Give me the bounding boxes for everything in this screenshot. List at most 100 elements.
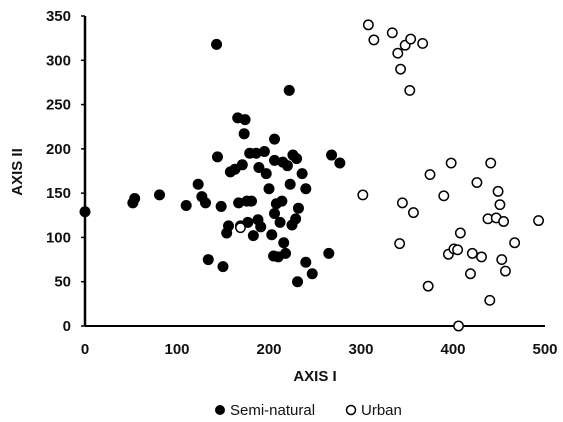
point-semi-natural <box>300 183 312 195</box>
y-tick-label: 250 <box>46 97 71 114</box>
point-semi-natural <box>239 114 251 126</box>
point-semi-natural <box>250 147 262 159</box>
point-urban <box>445 157 457 169</box>
point-semi-natural <box>292 202 304 214</box>
point-semi-natural <box>180 200 192 212</box>
point-semi-natural <box>278 237 290 249</box>
point-semi-natural <box>284 178 296 190</box>
y-tick-label: 0 <box>63 318 71 335</box>
point-urban <box>386 27 398 39</box>
point-semi-natural <box>306 268 318 280</box>
data-points <box>79 19 545 332</box>
y-tick-label: 50 <box>54 274 71 291</box>
point-urban <box>466 247 478 259</box>
point-semi-natural <box>296 168 308 180</box>
y-tick-label: 150 <box>46 185 71 202</box>
point-urban <box>235 222 246 234</box>
point-urban <box>496 254 508 266</box>
point-urban <box>454 227 466 239</box>
point-semi-natural <box>291 153 303 165</box>
point-semi-natural <box>276 195 288 207</box>
point-semi-natural <box>269 154 281 166</box>
legend-marker-urban <box>345 404 357 416</box>
point-semi-natural <box>215 200 227 212</box>
point-semi-natural <box>260 168 272 180</box>
point-semi-natural <box>323 247 335 259</box>
point-semi-natural <box>334 157 346 169</box>
point-semi-natural <box>253 161 265 173</box>
point-urban <box>404 84 416 96</box>
point-semi-natural <box>246 195 258 207</box>
x-axis-title: AXIS I <box>293 368 336 385</box>
x-tick-label: 500 <box>532 341 557 358</box>
point-urban <box>396 197 408 209</box>
point-semi-natural <box>280 247 292 259</box>
point-semi-natural <box>263 183 275 195</box>
point-urban <box>499 265 511 277</box>
point-urban <box>453 320 464 332</box>
x-tick-label: 300 <box>348 341 373 358</box>
point-urban <box>485 157 497 169</box>
point-urban <box>424 169 436 180</box>
x-tick-label: 200 <box>256 341 281 358</box>
point-semi-natural <box>326 149 338 161</box>
point-semi-natural <box>211 151 223 163</box>
legend-label-semi-natural: Semi-natural <box>230 402 315 419</box>
point-urban <box>407 207 419 219</box>
point-semi-natural <box>283 84 295 96</box>
point-semi-natural <box>233 197 245 209</box>
point-urban <box>405 33 417 45</box>
point-urban <box>509 237 521 249</box>
point-semi-natural <box>292 276 304 288</box>
point-semi-natural <box>79 206 91 218</box>
point-urban <box>422 280 434 292</box>
point-semi-natural <box>211 38 223 50</box>
point-urban <box>394 238 406 250</box>
point-urban <box>357 189 369 201</box>
point-semi-natural <box>255 221 267 233</box>
point-urban <box>494 199 506 211</box>
point-semi-natural <box>269 133 281 145</box>
point-semi-natural <box>269 208 281 220</box>
point-urban <box>392 47 404 59</box>
point-urban <box>533 215 545 227</box>
y-tick-label: 300 <box>46 52 71 69</box>
point-semi-natural <box>217 261 229 273</box>
point-urban <box>471 177 483 188</box>
point-semi-natural <box>238 128 250 140</box>
legend-label-urban: Urban <box>361 402 402 419</box>
point-urban <box>484 294 496 306</box>
y-tick-label: 100 <box>46 229 71 246</box>
point-semi-natural <box>202 254 214 266</box>
point-semi-natural <box>290 213 302 225</box>
point-semi-natural <box>281 160 293 172</box>
point-semi-natural <box>300 256 312 268</box>
point-urban <box>498 216 510 227</box>
x-tick-label: 0 <box>81 341 89 358</box>
point-urban <box>395 63 407 75</box>
point-urban <box>465 268 476 280</box>
point-semi-natural <box>223 220 235 232</box>
point-semi-natural <box>258 146 270 158</box>
legend: Semi-natural Urban <box>215 402 402 419</box>
point-semi-natural <box>129 192 141 204</box>
point-semi-natural <box>266 229 278 241</box>
point-semi-natural <box>200 197 212 209</box>
y-tick-label: 200 <box>46 141 71 158</box>
y-tick-label: 350 <box>46 8 71 25</box>
point-semi-natural <box>274 216 286 228</box>
point-semi-natural <box>192 178 204 190</box>
x-axis-ticks: 0 100 200 300 400 500 <box>81 341 558 358</box>
y-axis-title: AXIS II <box>9 148 26 196</box>
point-semi-natural <box>154 189 166 201</box>
x-tick-label: 100 <box>164 341 189 358</box>
point-urban <box>452 244 464 256</box>
point-semi-natural <box>247 230 259 242</box>
point-urban <box>492 185 504 197</box>
point-urban <box>417 38 429 49</box>
point-urban <box>362 19 374 31</box>
point-urban <box>368 34 380 46</box>
y-axis-ticks: 0 50 100 150 200 250 300 350 <box>46 8 85 335</box>
x-tick-label: 400 <box>440 341 465 358</box>
